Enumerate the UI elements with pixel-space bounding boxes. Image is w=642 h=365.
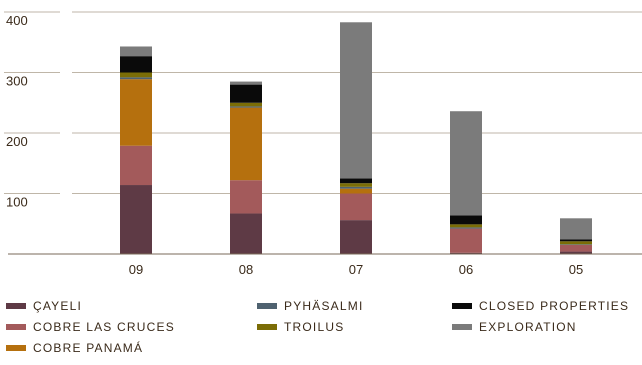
bar-segment — [230, 81, 262, 85]
bar-segment — [560, 239, 592, 242]
legend-swatch — [257, 324, 277, 330]
bar-segment — [560, 241, 592, 245]
bar-stack-06 — [450, 111, 482, 254]
bar-segment — [450, 111, 482, 216]
y-tick-label: 100 — [6, 195, 28, 210]
bar-segment — [120, 79, 152, 146]
legend-item: COBRE LAS CRUCES — [6, 318, 175, 336]
legend-label: EXPLORATION — [479, 320, 577, 334]
bar-segment — [340, 183, 372, 187]
bar-segment — [450, 252, 482, 254]
legend-label: CLOSED PROPERTIES — [479, 299, 630, 313]
grid-lines — [4, 11, 642, 194]
bar-segment — [120, 77, 152, 80]
chart-legend: ÇAYELI COBRE LAS CRUCES COBRE PANAMÁ PYHÄSA… — [0, 297, 642, 365]
bar-segment — [450, 215, 482, 225]
bar-segment — [340, 193, 372, 221]
legend-label: PYHÄSALMI — [284, 299, 364, 313]
bar-segment — [120, 185, 152, 254]
bar-segment — [230, 84, 262, 103]
bar-segment — [450, 224, 482, 228]
legend-label: COBRE LAS CRUCES — [33, 320, 175, 334]
bar-segment — [120, 46, 152, 57]
bar-segment — [340, 188, 372, 194]
bar-segment — [230, 106, 262, 108]
legend-item: PYHÄSALMI — [257, 297, 364, 315]
bar-stacks — [120, 22, 592, 254]
bar-segment — [340, 220, 372, 254]
legend-item: EXPLORATION — [452, 318, 577, 336]
legend-swatch — [452, 303, 472, 309]
x-tick-label: 08 — [239, 262, 253, 277]
bar-segment — [230, 213, 262, 254]
bar-segment — [120, 145, 152, 186]
legend-label: ÇAYELI — [33, 299, 82, 313]
bar-segment — [560, 244, 592, 245]
legend-label: TROILUS — [284, 320, 345, 334]
legend-item: TROILUS — [257, 318, 344, 336]
bar-segment — [340, 178, 372, 184]
bar-segment — [560, 251, 592, 254]
bar-segment — [340, 186, 372, 189]
legend-item: COBRE PANAMÁ — [6, 339, 143, 357]
legend-item: CLOSED PROPERTIES — [452, 297, 629, 315]
stacked-bar-chart: 100 200 300 400 09 08 07 06 05 — [4, 11, 642, 277]
bar-stack-08 — [230, 81, 262, 254]
legend-item: ÇAYELI — [6, 297, 82, 315]
y-tick-label: 300 — [6, 74, 28, 89]
bar-segment — [340, 22, 372, 179]
bar-segment — [450, 228, 482, 253]
y-tick-label: 200 — [6, 134, 28, 149]
legend-swatch — [452, 324, 472, 330]
bar-segment — [450, 227, 482, 229]
bar-segment — [230, 180, 262, 214]
x-tick-label: 06 — [459, 262, 473, 277]
legend-swatch — [6, 303, 26, 309]
legend-swatch — [6, 324, 26, 330]
x-tick-label: 07 — [349, 262, 363, 277]
bar-segment — [560, 244, 592, 252]
axes: 100 200 300 400 09 08 07 06 05 — [6, 13, 642, 277]
y-tick-label: 400 — [6, 13, 28, 28]
legend-label: COBRE PANAMÁ — [33, 341, 144, 355]
bar-segment — [230, 102, 262, 107]
x-tick-label: 05 — [569, 262, 583, 277]
x-tick-label: 09 — [129, 262, 143, 277]
bar-segment — [230, 107, 262, 181]
legend-swatch — [6, 345, 26, 351]
legend-swatch — [257, 303, 277, 309]
bar-stack-07 — [340, 22, 372, 254]
bar-stack-09 — [120, 46, 152, 254]
bar-segment — [560, 218, 592, 240]
bar-segment — [120, 56, 152, 73]
bar-stack-05 — [560, 218, 592, 254]
bar-segment — [120, 72, 152, 78]
